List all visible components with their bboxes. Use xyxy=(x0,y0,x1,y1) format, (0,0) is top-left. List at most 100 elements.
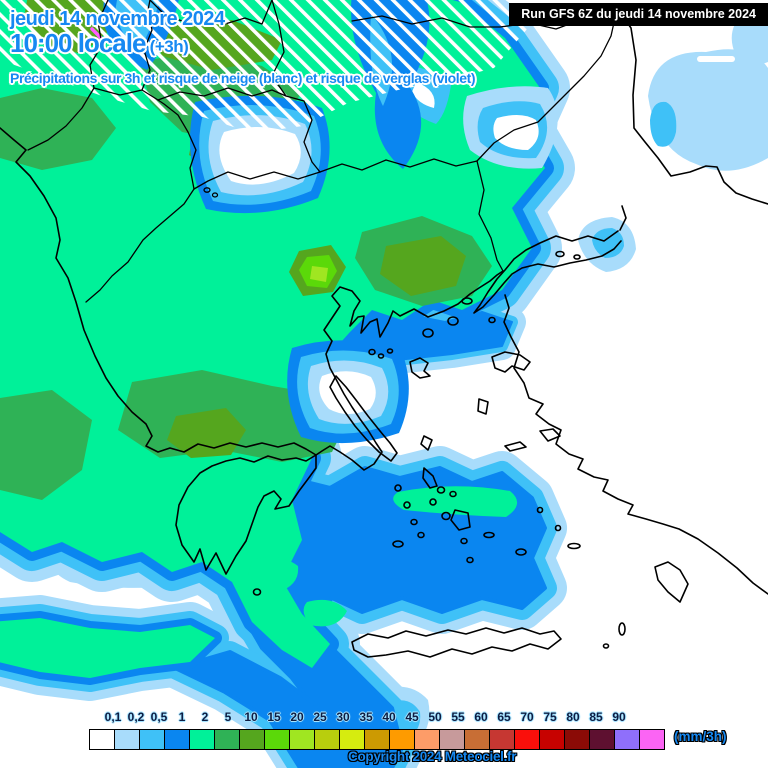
coast-bozcaada xyxy=(488,316,496,324)
precip-blob-bullseye-center xyxy=(310,266,328,282)
forecast-date-label: jeudi 14 novembre 2024 xyxy=(10,8,225,30)
legend-swatch xyxy=(89,729,115,750)
legend-tick-label: 55 xyxy=(451,710,465,724)
coast-mainland-greece xyxy=(0,127,504,471)
coast-sifnos xyxy=(417,531,425,539)
legend-tick-label: 5 xyxy=(224,710,232,724)
coast-paros xyxy=(441,511,451,521)
border-macedonia-greece xyxy=(193,171,321,190)
border-albania-greece xyxy=(85,188,195,303)
legend-swatch xyxy=(564,729,590,750)
legend-swatch xyxy=(414,729,440,750)
legend-tick-label: 0,5 xyxy=(150,710,168,724)
coast-marmara-island-2 xyxy=(573,254,581,260)
border-bulgaria-turkey xyxy=(476,8,618,162)
legend-tick-label: 75 xyxy=(543,710,557,724)
precipitation-legend: 0,1 0,2 0,5 1 2 5 10 15 20 25 30 35 40 45 50 55 60 65 70 75… xyxy=(89,710,690,756)
coast-kea xyxy=(394,484,402,492)
legend-swatch xyxy=(264,729,290,750)
legend-swatch xyxy=(439,729,465,750)
coast-samos xyxy=(539,428,561,442)
coast-peloponnese xyxy=(175,454,317,575)
precip-blob xyxy=(167,408,246,458)
model-run-info: Run GFS 6Z du jeudi 14 novembre 2024 xyxy=(509,3,768,26)
coast-skyros xyxy=(420,435,433,451)
legend-tick-label: 20 xyxy=(290,710,304,724)
coast-chios xyxy=(477,398,489,415)
coast-amorgos xyxy=(483,531,495,539)
border-serbia-north xyxy=(149,0,273,25)
coast-syros xyxy=(429,498,437,506)
map-subtitle: Précipitations sur 3h et risque de neige… xyxy=(10,70,476,86)
coast-euboea xyxy=(329,375,398,462)
forecast-time-label: 10:00 locale (+3h) xyxy=(10,28,189,59)
legend-swatch xyxy=(239,729,265,750)
precip-blob-blacksea xyxy=(648,49,768,171)
gap-core xyxy=(412,82,435,108)
precip-blob xyxy=(592,228,624,258)
precip-blob xyxy=(0,390,92,500)
legend-swatch xyxy=(639,729,665,750)
dry-gap-thessaly xyxy=(287,340,409,444)
coast-naxos xyxy=(450,509,471,531)
coast-bosphorus xyxy=(619,205,627,231)
coast-ios xyxy=(460,537,468,545)
legend-tick-label: 50 xyxy=(428,710,442,724)
border-albania-macedonia xyxy=(157,99,197,190)
coast-andros xyxy=(422,467,438,489)
dry-mottling-ne xyxy=(463,86,558,169)
border-kosovo-north xyxy=(141,0,153,91)
coast-milos xyxy=(392,540,404,548)
legend-swatch xyxy=(189,729,215,750)
precip-blob xyxy=(303,599,347,627)
legend-swatch xyxy=(514,729,540,750)
legend-tick-row: 0,1 0,2 0,5 1 2 5 10 15 20 25 30 35 40 45 50 55 60 65 70 75… xyxy=(90,710,690,726)
legend-color-bar xyxy=(89,729,665,750)
legend-swatch xyxy=(164,729,190,750)
legend-swatch xyxy=(464,729,490,750)
legend-tick-label: 70 xyxy=(520,710,534,724)
cloud-glint xyxy=(697,56,735,62)
coast-samothrace xyxy=(447,316,459,326)
legend-tick-label: 60 xyxy=(474,710,488,724)
legend-swatch xyxy=(539,729,565,750)
lake-prespa xyxy=(203,187,211,193)
legend-swatch xyxy=(314,729,340,750)
legend-tick-label: 90 xyxy=(612,710,626,724)
legend-swatch xyxy=(289,729,315,750)
coast-rhodes xyxy=(654,561,689,603)
legend-tick-label: 80 xyxy=(566,710,580,724)
lake-ohrid xyxy=(211,192,219,198)
coast-crete xyxy=(351,627,562,658)
legend-tick-label: 65 xyxy=(497,710,511,724)
legend-swatch xyxy=(214,729,240,750)
legend-swatch xyxy=(364,729,390,750)
copyright-label: Copyright 2024 Meteociel.fr xyxy=(348,749,517,764)
coast-kythira xyxy=(252,588,262,596)
verglas-risk-mark xyxy=(90,27,106,43)
legend-swatch xyxy=(389,729,415,750)
legend-tick-label: 40 xyxy=(382,710,396,724)
precip-blob xyxy=(650,101,677,147)
coast-marmara-island-1 xyxy=(555,250,565,258)
gap-core xyxy=(0,693,39,751)
coast-santorini xyxy=(466,556,474,564)
border-macedonia-north xyxy=(157,87,287,101)
precip-blob xyxy=(731,20,768,65)
coast-kalymnos xyxy=(554,524,562,532)
gap-core xyxy=(219,126,301,185)
coast-patmos xyxy=(536,506,544,514)
coastlines xyxy=(0,8,768,658)
country-borders xyxy=(27,0,618,303)
border-kosovo-west xyxy=(93,87,159,101)
legend-swatch xyxy=(339,729,365,750)
legend-swatch xyxy=(489,729,515,750)
coast-ikaria xyxy=(504,441,527,452)
coast-lesbos xyxy=(491,351,531,373)
coast-blacksea xyxy=(616,8,768,205)
legend-swatch xyxy=(139,729,165,750)
legend-tick-label: 15 xyxy=(267,710,281,724)
precip-blob-cyclades xyxy=(393,486,518,517)
